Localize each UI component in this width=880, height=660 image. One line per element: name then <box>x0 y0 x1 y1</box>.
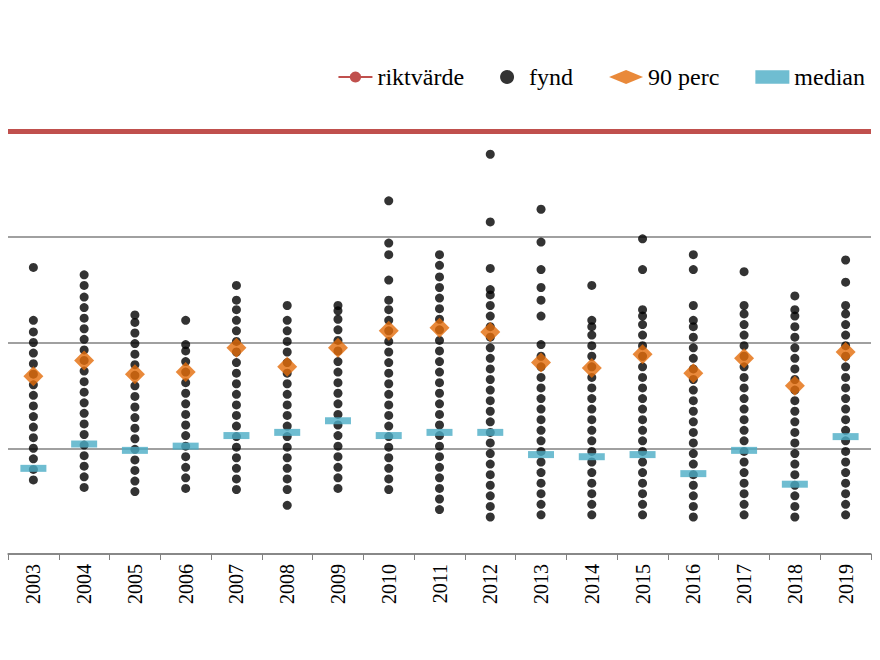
svg-text:riktvärde: riktvärde <box>377 64 464 90</box>
svg-text:2004: 2004 <box>73 564 95 604</box>
svg-text:2015: 2015 <box>632 564 654 604</box>
svg-text:2009: 2009 <box>327 564 349 604</box>
svg-text:fynd: fynd <box>529 64 573 90</box>
svg-text:2017: 2017 <box>733 564 755 604</box>
svg-text:2012: 2012 <box>479 564 501 604</box>
svg-text:2006: 2006 <box>175 564 197 604</box>
svg-text:2008: 2008 <box>276 564 298 604</box>
svg-text:2005: 2005 <box>124 564 146 604</box>
svg-text:2019: 2019 <box>835 564 857 604</box>
svg-text:90 perc: 90 perc <box>648 64 719 90</box>
svg-text:2011: 2011 <box>429 564 451 603</box>
svg-text:2014: 2014 <box>581 564 603 604</box>
svg-text:2007: 2007 <box>225 564 247 604</box>
svg-text:2003: 2003 <box>22 564 44 604</box>
svg-text:2018: 2018 <box>784 564 806 604</box>
svg-text:2013: 2013 <box>530 564 552 604</box>
svg-text:median: median <box>794 64 865 90</box>
svg-text:2016: 2016 <box>682 564 704 604</box>
svg-text:2010: 2010 <box>378 564 400 604</box>
